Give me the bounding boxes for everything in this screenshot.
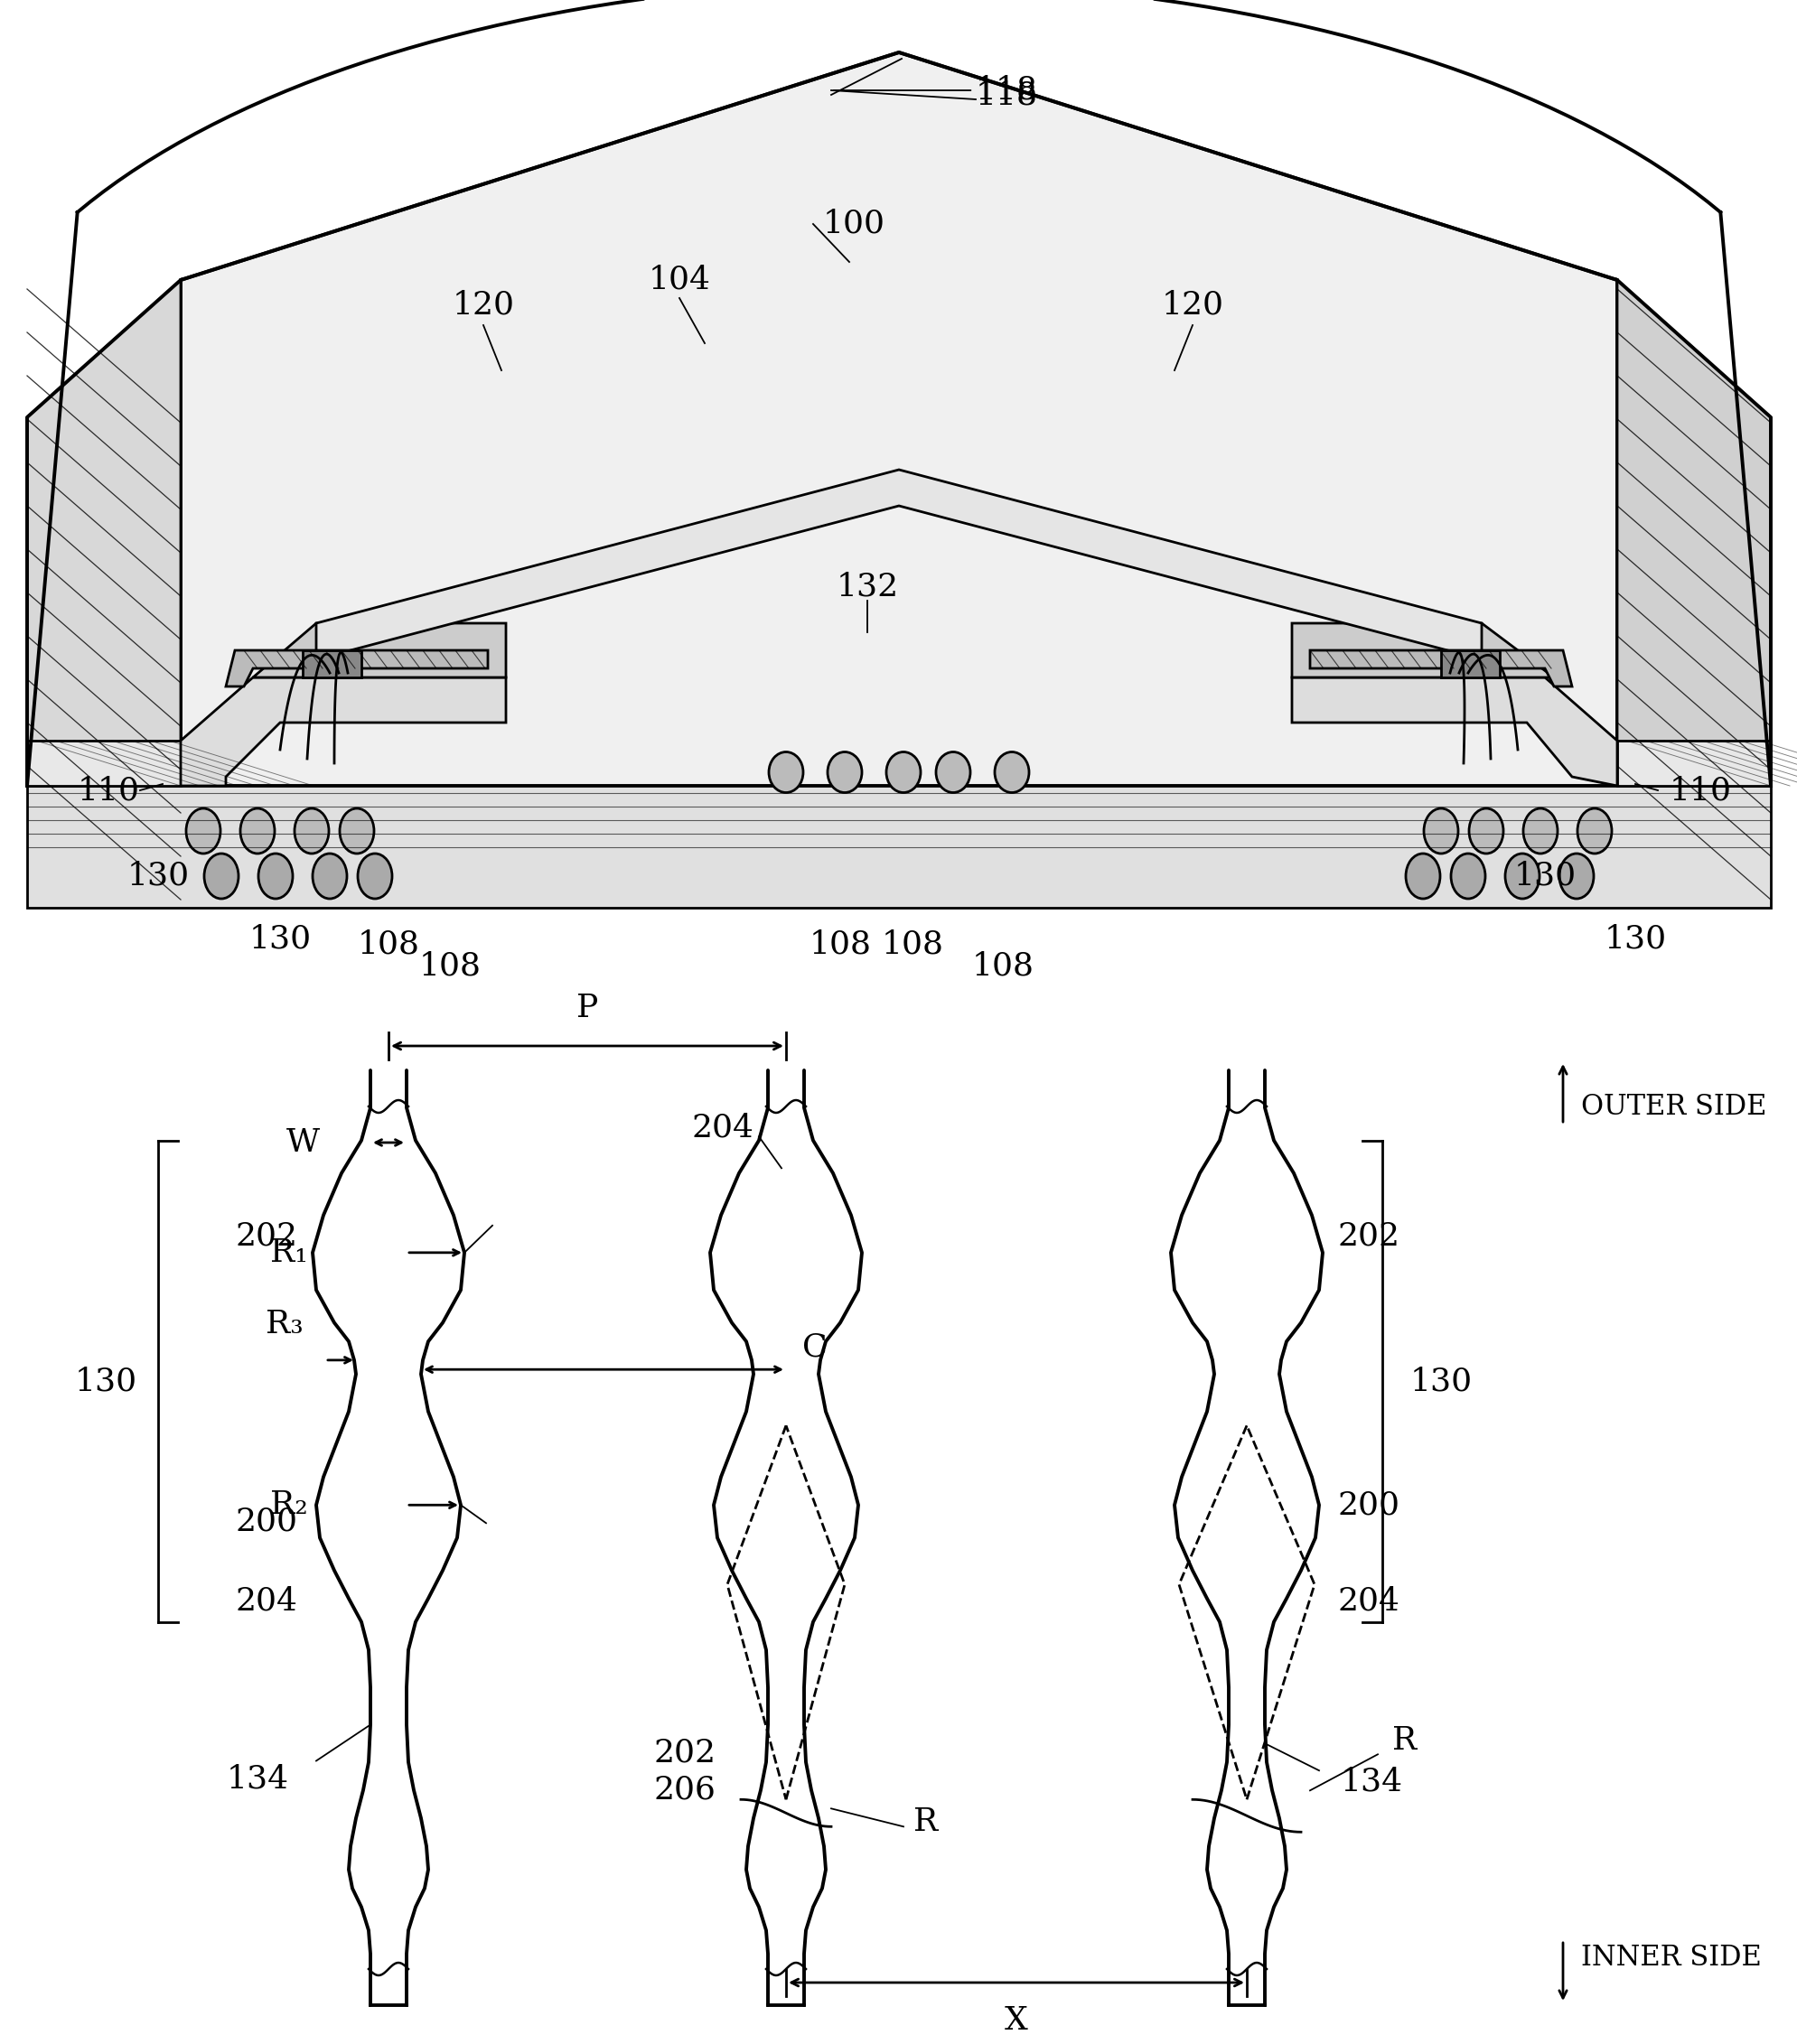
Text: OUTER SIDE: OUTER SIDE bbox=[1580, 1091, 1766, 1120]
Ellipse shape bbox=[886, 752, 920, 793]
Ellipse shape bbox=[1405, 854, 1439, 899]
Polygon shape bbox=[27, 280, 181, 785]
Text: 132: 132 bbox=[836, 572, 898, 603]
Text: 130: 130 bbox=[248, 924, 311, 955]
Text: 204: 204 bbox=[692, 1112, 753, 1143]
Text: 206: 206 bbox=[652, 1774, 715, 1805]
Text: 100: 100 bbox=[823, 208, 884, 239]
Text: 200: 200 bbox=[235, 1506, 298, 1537]
Ellipse shape bbox=[936, 752, 970, 793]
Text: 134: 134 bbox=[226, 1764, 289, 1795]
Text: R₁: R₁ bbox=[270, 1237, 307, 1267]
Text: R₂: R₂ bbox=[270, 1490, 307, 1521]
Ellipse shape bbox=[1558, 854, 1592, 899]
Text: P: P bbox=[577, 993, 598, 1024]
Text: R₃: R₃ bbox=[266, 1308, 304, 1339]
Ellipse shape bbox=[241, 807, 275, 854]
Text: X: X bbox=[1005, 2005, 1028, 2036]
Ellipse shape bbox=[187, 807, 221, 854]
Text: 204: 204 bbox=[235, 1586, 298, 1617]
Text: 118: 118 bbox=[976, 80, 1037, 110]
Polygon shape bbox=[1310, 650, 1571, 687]
Ellipse shape bbox=[1423, 807, 1457, 854]
Text: 118: 118 bbox=[834, 76, 1037, 106]
Text: 202: 202 bbox=[652, 1737, 715, 1768]
Text: 130: 130 bbox=[74, 1365, 137, 1396]
Text: 202: 202 bbox=[1337, 1220, 1400, 1251]
Text: INNER SIDE: INNER SIDE bbox=[1580, 1944, 1761, 1972]
Text: 130: 130 bbox=[1513, 861, 1576, 891]
Ellipse shape bbox=[1468, 807, 1502, 854]
Ellipse shape bbox=[1504, 854, 1538, 899]
Text: 110: 110 bbox=[1668, 775, 1731, 805]
Text: 202: 202 bbox=[235, 1220, 298, 1251]
Polygon shape bbox=[27, 785, 1770, 908]
Ellipse shape bbox=[205, 854, 239, 899]
Ellipse shape bbox=[1450, 854, 1484, 899]
Ellipse shape bbox=[259, 854, 293, 899]
Polygon shape bbox=[1292, 623, 1553, 677]
Ellipse shape bbox=[769, 752, 803, 793]
Text: 120: 120 bbox=[453, 290, 514, 321]
Polygon shape bbox=[1441, 650, 1499, 677]
Polygon shape bbox=[302, 650, 361, 677]
Ellipse shape bbox=[358, 854, 392, 899]
Text: 134: 134 bbox=[1339, 1766, 1402, 1797]
Text: 130: 130 bbox=[1409, 1365, 1472, 1396]
Text: 108: 108 bbox=[809, 928, 872, 959]
Text: 108: 108 bbox=[881, 928, 943, 959]
Text: 130: 130 bbox=[1603, 924, 1666, 955]
Ellipse shape bbox=[1522, 807, 1556, 854]
Ellipse shape bbox=[1576, 807, 1610, 854]
Polygon shape bbox=[253, 623, 505, 677]
Polygon shape bbox=[181, 677, 505, 785]
Text: W: W bbox=[286, 1126, 320, 1159]
Text: R: R bbox=[913, 1807, 938, 1838]
Polygon shape bbox=[27, 740, 181, 785]
Text: 200: 200 bbox=[1337, 1490, 1400, 1521]
Text: R: R bbox=[1393, 1725, 1416, 1756]
Ellipse shape bbox=[827, 752, 861, 793]
Text: 108: 108 bbox=[358, 928, 419, 959]
Text: 104: 104 bbox=[649, 264, 710, 294]
Text: 120: 120 bbox=[1161, 290, 1224, 321]
Polygon shape bbox=[226, 650, 487, 687]
Ellipse shape bbox=[295, 807, 329, 854]
Ellipse shape bbox=[313, 854, 347, 899]
Text: 108: 108 bbox=[419, 950, 482, 981]
Text: 110: 110 bbox=[77, 775, 140, 805]
Ellipse shape bbox=[994, 752, 1028, 793]
Polygon shape bbox=[1616, 280, 1770, 785]
Text: 130: 130 bbox=[128, 861, 189, 891]
Text: 204: 204 bbox=[1337, 1586, 1400, 1617]
Polygon shape bbox=[1292, 677, 1616, 785]
Polygon shape bbox=[1616, 740, 1770, 785]
Text: C: C bbox=[801, 1331, 827, 1361]
Ellipse shape bbox=[340, 807, 374, 854]
Polygon shape bbox=[181, 53, 1616, 785]
Text: 108: 108 bbox=[970, 950, 1033, 981]
Polygon shape bbox=[316, 470, 1481, 660]
